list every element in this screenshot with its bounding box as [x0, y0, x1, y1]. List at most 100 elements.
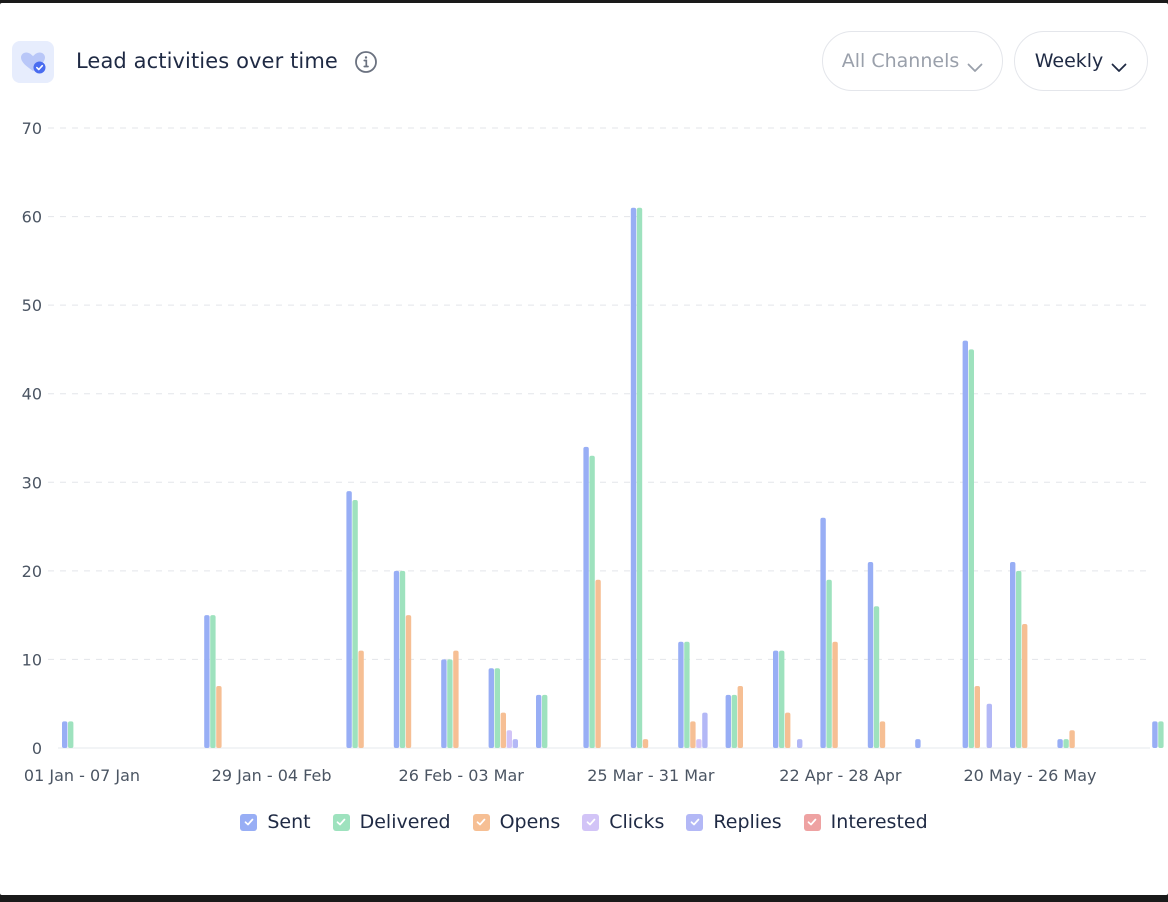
x-tick-label: 29 Jan - 04 Feb [212, 766, 332, 785]
bar-delivered[interactable] [1063, 739, 1069, 748]
bar-delivered[interactable] [352, 500, 358, 748]
info-icon[interactable] [354, 50, 378, 74]
bar-delivered[interactable] [731, 694, 737, 748]
bar-chart: 0 10 20 30 40 50 60 70 01 Jan - 07 Jan 29 Jan - 0… [22, 119, 1164, 785]
y-tick-label: 10 [22, 650, 42, 669]
bar-delivered[interactable] [1158, 721, 1164, 748]
bar-delivered[interactable] [210, 615, 216, 748]
bar-sent[interactable] [1057, 739, 1063, 748]
legend-item-replies[interactable]: Replies [686, 811, 782, 833]
bar-sent[interactable] [773, 650, 779, 748]
bar-sent[interactable] [867, 562, 874, 748]
bar-sent[interactable] [962, 340, 968, 748]
x-tick-label: 01 Jan - 07 Jan [24, 766, 140, 785]
bar-delivered[interactable] [684, 641, 690, 748]
bar-sent[interactable] [488, 668, 494, 748]
heart-check-icon [12, 41, 54, 83]
bar-sent[interactable] [583, 446, 589, 748]
bar-opens[interactable] [453, 650, 459, 748]
bar-replies[interactable] [702, 712, 708, 748]
bar-delivered[interactable] [636, 207, 643, 748]
channels-dropdown[interactable]: All Channels [822, 31, 1003, 91]
bar-opens[interactable] [879, 721, 886, 748]
checkbox-icon [582, 813, 600, 831]
legend-item-delivered[interactable]: Delivered [332, 811, 451, 833]
legend-label: Clicks [609, 811, 665, 833]
bar-delivered[interactable] [968, 349, 974, 748]
bar-delivered[interactable] [447, 659, 453, 748]
checkbox-icon [332, 813, 350, 831]
bar-delivered[interactable] [399, 570, 406, 748]
bar-sent[interactable] [1010, 562, 1016, 748]
bar-opens[interactable] [642, 739, 649, 748]
bar-sent[interactable] [62, 721, 68, 748]
bar-opens[interactable] [690, 721, 696, 748]
bar-sent[interactable] [678, 641, 684, 748]
legend-label: Sent [267, 811, 311, 833]
bar-opens[interactable] [785, 712, 791, 748]
bar-sent[interactable] [441, 659, 447, 748]
bar-sent[interactable] [820, 517, 826, 748]
bar-delivered[interactable] [826, 579, 832, 748]
bar-opens[interactable] [1069, 730, 1075, 748]
bar-sent[interactable] [725, 694, 731, 748]
bar-replies[interactable] [512, 739, 518, 748]
bar-sent[interactable] [346, 491, 352, 748]
bar-delivered[interactable] [779, 650, 785, 748]
period-dropdown-label: Weekly [1034, 50, 1104, 72]
period-dropdown[interactable]: Weekly [1014, 31, 1148, 91]
bar-clicks[interactable] [696, 739, 702, 748]
bar-delivered[interactable] [1016, 570, 1022, 748]
y-tick-label: 0 [32, 739, 42, 758]
bar-opens[interactable] [216, 686, 222, 748]
bar-sent[interactable] [630, 207, 637, 748]
x-tick-label: 25 Mar - 31 Mar [587, 766, 715, 785]
bar-opens[interactable] [974, 686, 980, 748]
chevron-down-icon [967, 56, 983, 72]
card-header: Lead activities over time All Channels W… [0, 3, 1168, 123]
y-tick-label: 30 [22, 473, 42, 492]
chart-legend: Sent Delivered Opens Clicks Replies Intereste… [0, 811, 1168, 833]
y-tick-label: 70 [22, 119, 42, 138]
bar-sent[interactable] [204, 615, 210, 748]
bar-sent[interactable] [915, 739, 921, 748]
checkbox-icon [472, 813, 490, 831]
legend-label: Opens [499, 811, 561, 833]
bar-opens[interactable] [358, 650, 364, 748]
bar-opens[interactable] [737, 686, 743, 748]
bar-opens[interactable] [595, 579, 601, 748]
y-tick-label: 40 [22, 385, 42, 404]
bar-opens[interactable] [832, 641, 838, 748]
bar-delivered[interactable] [68, 721, 74, 748]
legend-label: Interested [830, 811, 928, 833]
bar-sent[interactable] [1152, 721, 1158, 748]
window-edge-top [0, 0, 1168, 3]
bar-sent[interactable] [393, 570, 400, 748]
bar-delivered[interactable] [494, 668, 500, 748]
window-edge-bottom [0, 895, 1168, 902]
bar-clicks[interactable] [506, 730, 512, 748]
bar-opens[interactable] [1022, 624, 1028, 748]
bar-replies[interactable] [797, 739, 803, 748]
y-tick-label: 50 [22, 296, 42, 315]
bar-replies[interactable] [986, 703, 992, 748]
legend-item-opens[interactable]: Opens [472, 811, 561, 833]
bar-opens[interactable] [500, 712, 506, 748]
legend-item-sent[interactable]: Sent [240, 811, 311, 833]
x-tick-label: 22 Apr - 28 Apr [779, 766, 902, 785]
bar-sent[interactable] [536, 694, 542, 748]
legend-item-clicks[interactable]: Clicks [582, 811, 664, 833]
checkbox-icon [240, 813, 258, 831]
bar-delivered[interactable] [589, 455, 595, 748]
y-tick-label: 20 [22, 562, 42, 581]
bar-opens[interactable] [405, 615, 412, 748]
chart-title: Lead activities over time [76, 49, 338, 73]
channels-dropdown-label: All Channels [841, 50, 960, 72]
legend-item-interested[interactable]: Interested [803, 811, 928, 833]
legend-label: Replies [713, 811, 782, 833]
x-tick-label: 26 Feb - 03 Mar [399, 766, 525, 785]
bar-delivered[interactable] [542, 694, 548, 748]
checkbox-icon [686, 813, 704, 831]
x-tick-label: 20 May - 26 May [964, 766, 1097, 785]
bar-delivered[interactable] [873, 606, 880, 748]
